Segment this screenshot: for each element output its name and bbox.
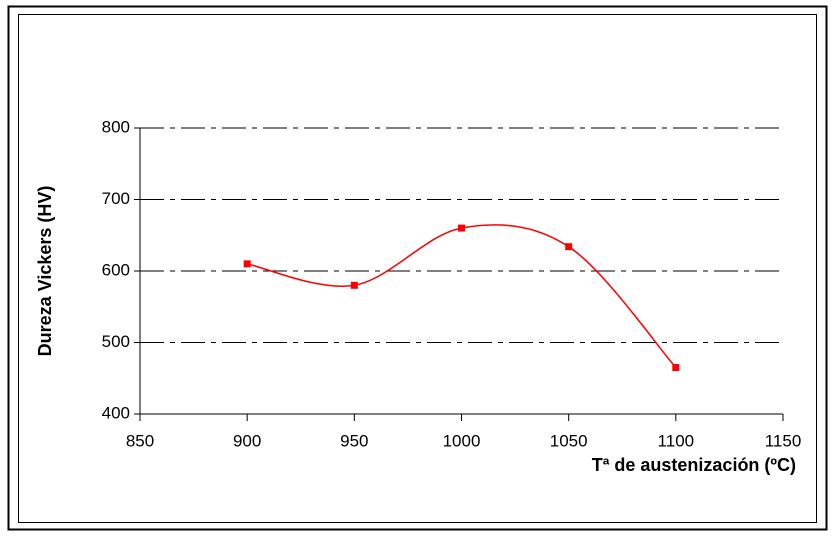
x-tick-label: 1100 — [658, 431, 695, 450]
y-tick-label: 800 — [102, 117, 130, 136]
marker — [565, 243, 573, 251]
marker — [243, 260, 251, 268]
marker — [350, 281, 358, 289]
plot-frame — [18, 14, 817, 523]
x-tick-label: 900 — [233, 431, 261, 450]
marker — [458, 224, 465, 232]
marker — [672, 364, 680, 372]
y-tick-label: 600 — [102, 260, 130, 279]
chart-frame — [7, 5, 828, 531]
x-tick-label: 950 — [340, 431, 368, 450]
y-tick-label: 400 — [102, 403, 130, 422]
x-tick-label: 1050 — [550, 431, 588, 450]
x-tick-label: 850 — [126, 431, 154, 450]
x-tick-label: 1150 — [765, 431, 802, 450]
x-tick-label: 1000 — [443, 431, 481, 450]
y-axis-title: Dureza Vickers (HV) — [35, 186, 55, 357]
x-axis-title: Tª de austenización (ºC) — [592, 455, 796, 475]
y-tick-label: 500 — [102, 332, 130, 351]
y-tick-label: 700 — [102, 189, 130, 208]
